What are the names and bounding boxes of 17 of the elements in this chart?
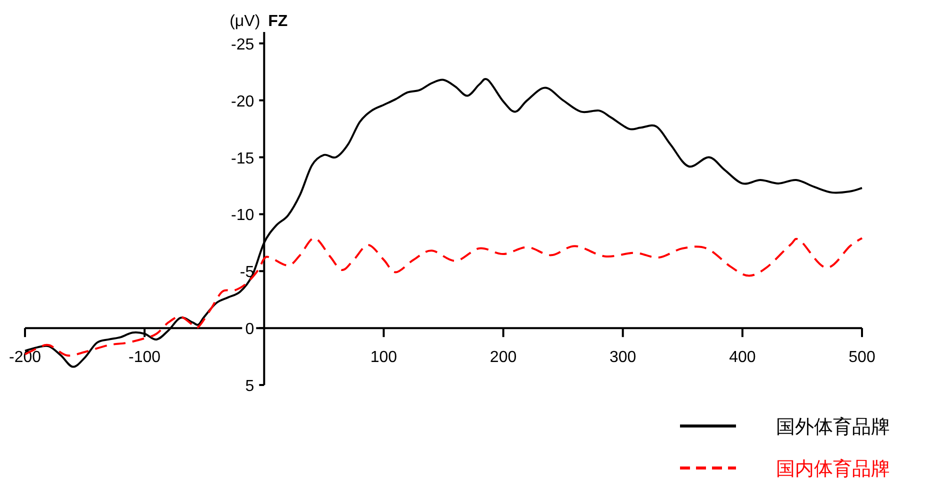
legend-label: 国外体育品牌 <box>776 416 890 438</box>
x-tick-label: 300 <box>610 349 636 366</box>
y-tick-label: 5 <box>245 378 254 395</box>
y-tick-label: -10 <box>231 207 254 224</box>
chart-title: FZ <box>268 13 288 30</box>
y-axis-title: (μV) <box>230 13 260 30</box>
legend-label: 国内体育品牌 <box>776 458 890 480</box>
x-tick-label: -200 <box>8 349 42 366</box>
y-tick-label: -25 <box>231 36 254 54</box>
y-tick-label: 0 <box>245 321 254 338</box>
y-tick-label: -15 <box>231 150 254 168</box>
x-tick-label: 200 <box>490 349 517 366</box>
x-tick-label: -100 <box>128 349 161 366</box>
x-tick-label: 500 <box>848 349 876 366</box>
x-tick-label: 100 <box>370 349 398 366</box>
x-tick-label: 400 <box>729 349 756 366</box>
y-tick-label: -20 <box>231 93 254 110</box>
